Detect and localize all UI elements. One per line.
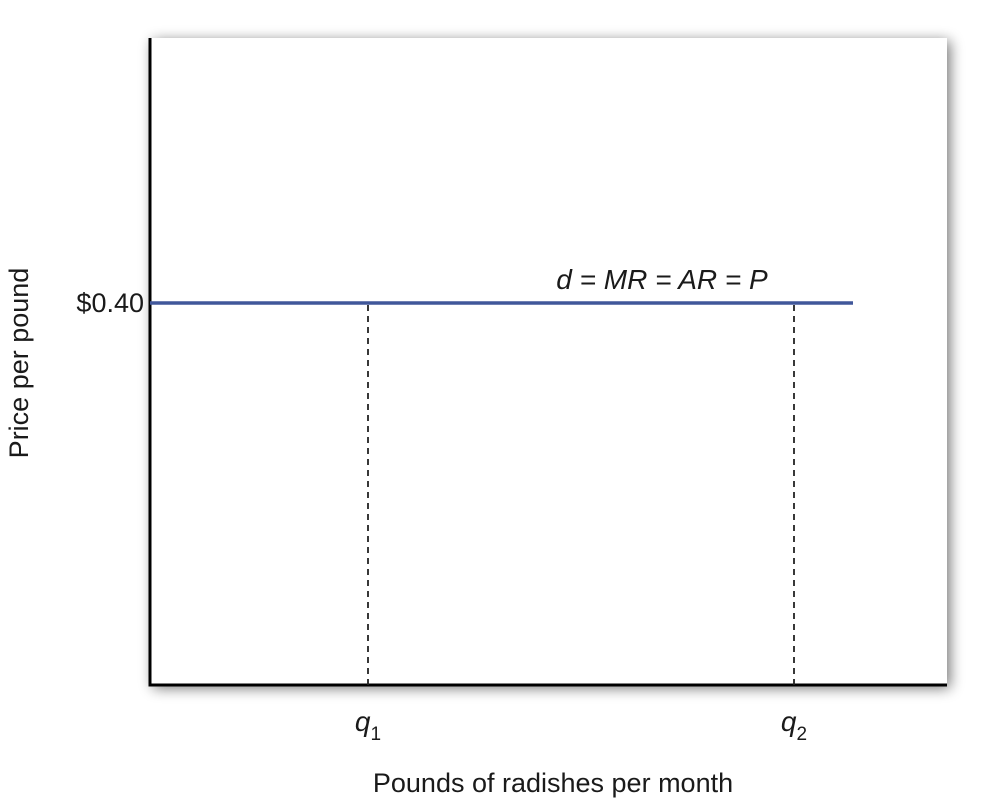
y-axis-label: Price per pound <box>4 268 34 459</box>
q2-label: q2 <box>781 706 807 745</box>
y-tick-label-0: $0.40 <box>76 288 144 318</box>
plot-area <box>150 38 947 685</box>
demand-line-label: d = MR = AR = P <box>556 264 768 295</box>
q1-label: q1 <box>355 706 381 745</box>
x-axis-label: Pounds of radishes per month <box>373 768 733 798</box>
